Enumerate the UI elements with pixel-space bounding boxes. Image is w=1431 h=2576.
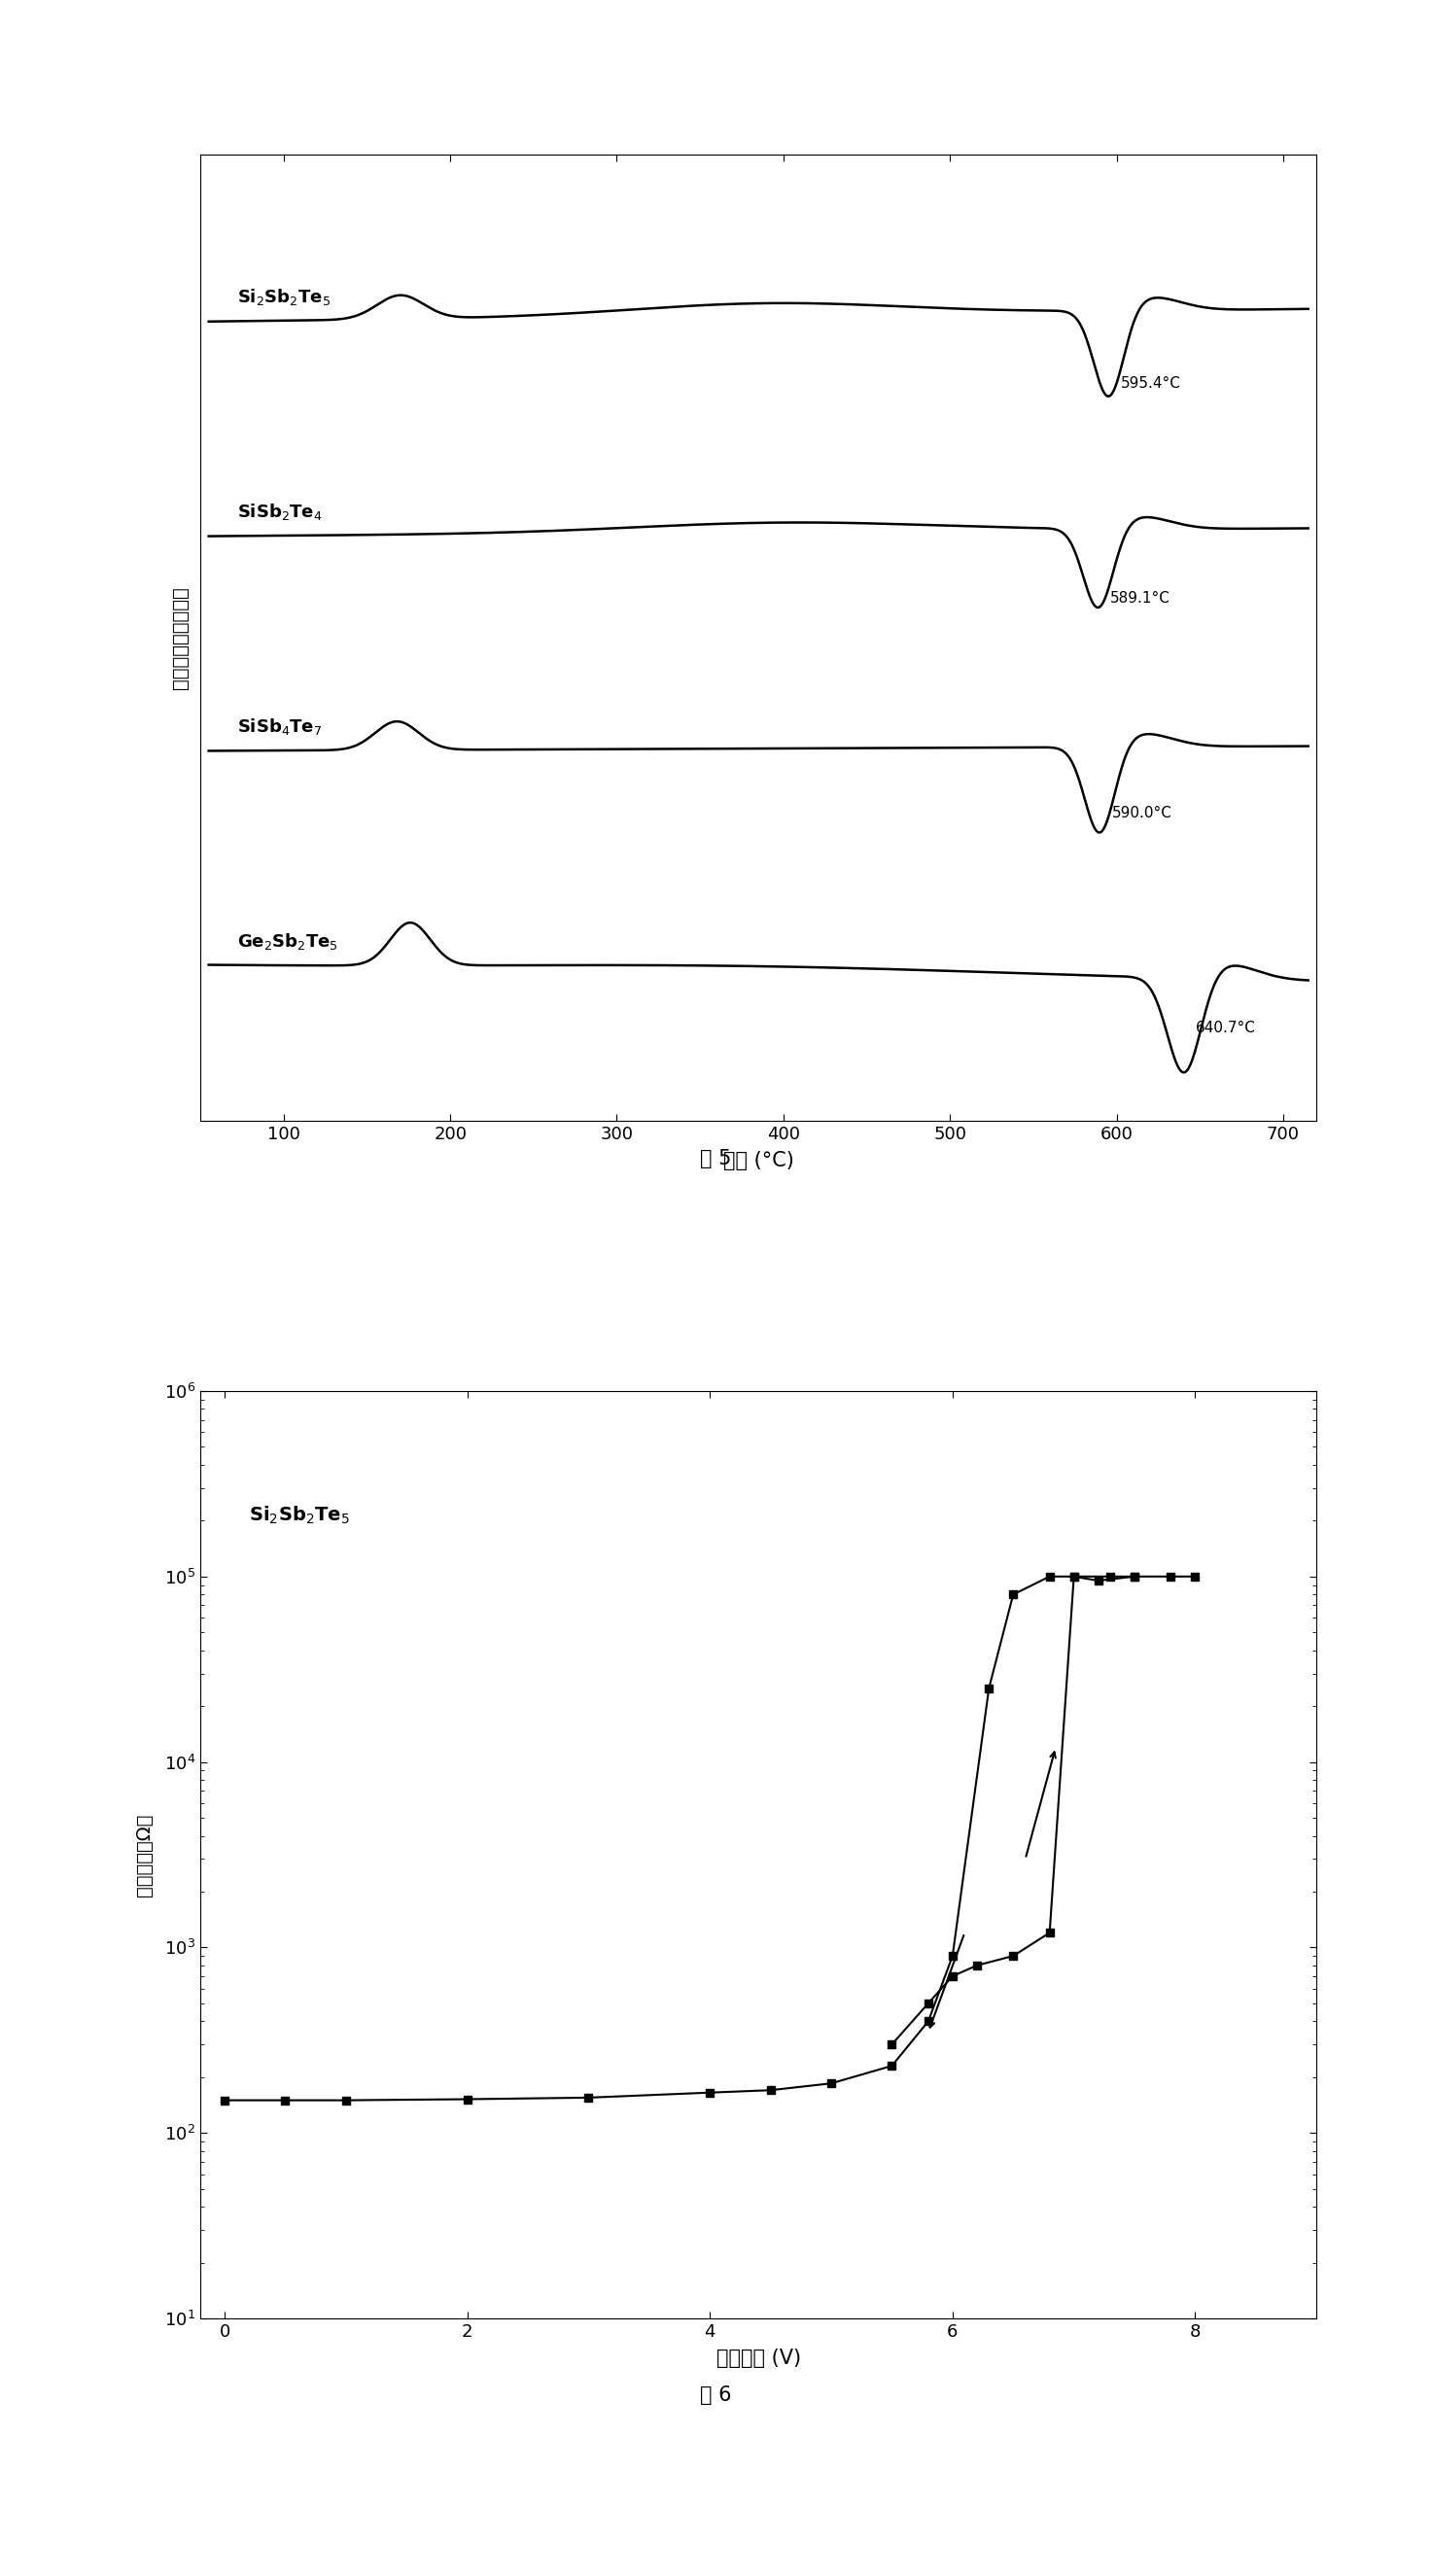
- Y-axis label: 器件电阻（Ω）: 器件电阻（Ω）: [135, 1814, 153, 1896]
- Text: 图 6: 图 6: [700, 2385, 731, 2406]
- Text: 595.4°C: 595.4°C: [1120, 376, 1181, 392]
- Text: Si$_2$Sb$_2$Te$_5$: Si$_2$Sb$_2$Te$_5$: [249, 1504, 349, 1525]
- Text: Ge$_2$Sb$_2$Te$_5$: Ge$_2$Sb$_2$Te$_5$: [238, 930, 338, 951]
- Text: SiSb$_2$Te$_4$: SiSb$_2$Te$_4$: [238, 502, 322, 523]
- Y-axis label: 热流量（任意单位）: 热流量（任意单位）: [172, 587, 189, 688]
- X-axis label: 温度 (°C): 温度 (°C): [723, 1151, 794, 1170]
- Text: Si$_2$Sb$_2$Te$_5$: Si$_2$Sb$_2$Te$_5$: [238, 286, 331, 307]
- Text: 640.7°C: 640.7°C: [1196, 1020, 1256, 1036]
- Text: 图 5: 图 5: [700, 1149, 731, 1170]
- X-axis label: 脉冲电压 (V): 脉冲电压 (V): [716, 2349, 801, 2367]
- Text: 590.0°C: 590.0°C: [1112, 806, 1172, 822]
- Text: 589.1°C: 589.1°C: [1110, 592, 1171, 605]
- Text: SiSb$_4$Te$_7$: SiSb$_4$Te$_7$: [238, 716, 322, 737]
